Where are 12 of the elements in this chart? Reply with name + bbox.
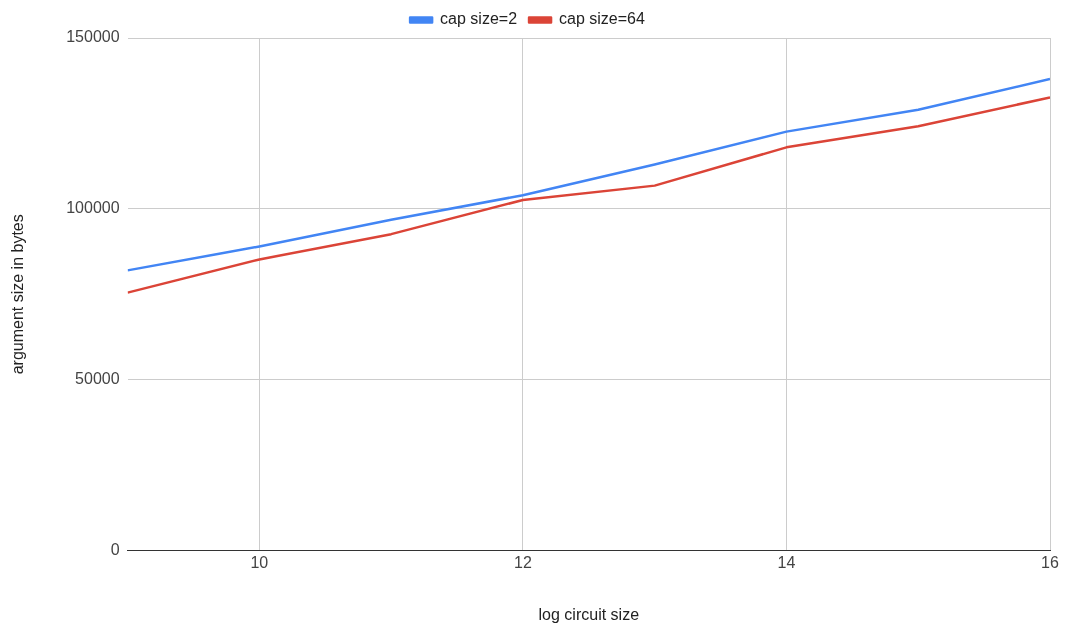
y-axis-title: argument size in bytes: [9, 214, 27, 375]
legend-label: cap size=64: [559, 10, 645, 28]
y-tick-label: 0: [110, 541, 120, 559]
y-tick-label: 50000: [75, 370, 120, 388]
legend-label: cap size=2: [440, 10, 518, 28]
x-tick-label: 12: [514, 553, 532, 571]
y-tick-label: 150000: [66, 28, 120, 46]
x-axis-title: log circuit size: [538, 605, 640, 623]
y-tick-label: 100000: [66, 199, 120, 217]
x-tick-label: 14: [777, 553, 796, 571]
x-tick-label: 10: [250, 553, 269, 571]
x-tick-label: 16: [1041, 553, 1059, 571]
